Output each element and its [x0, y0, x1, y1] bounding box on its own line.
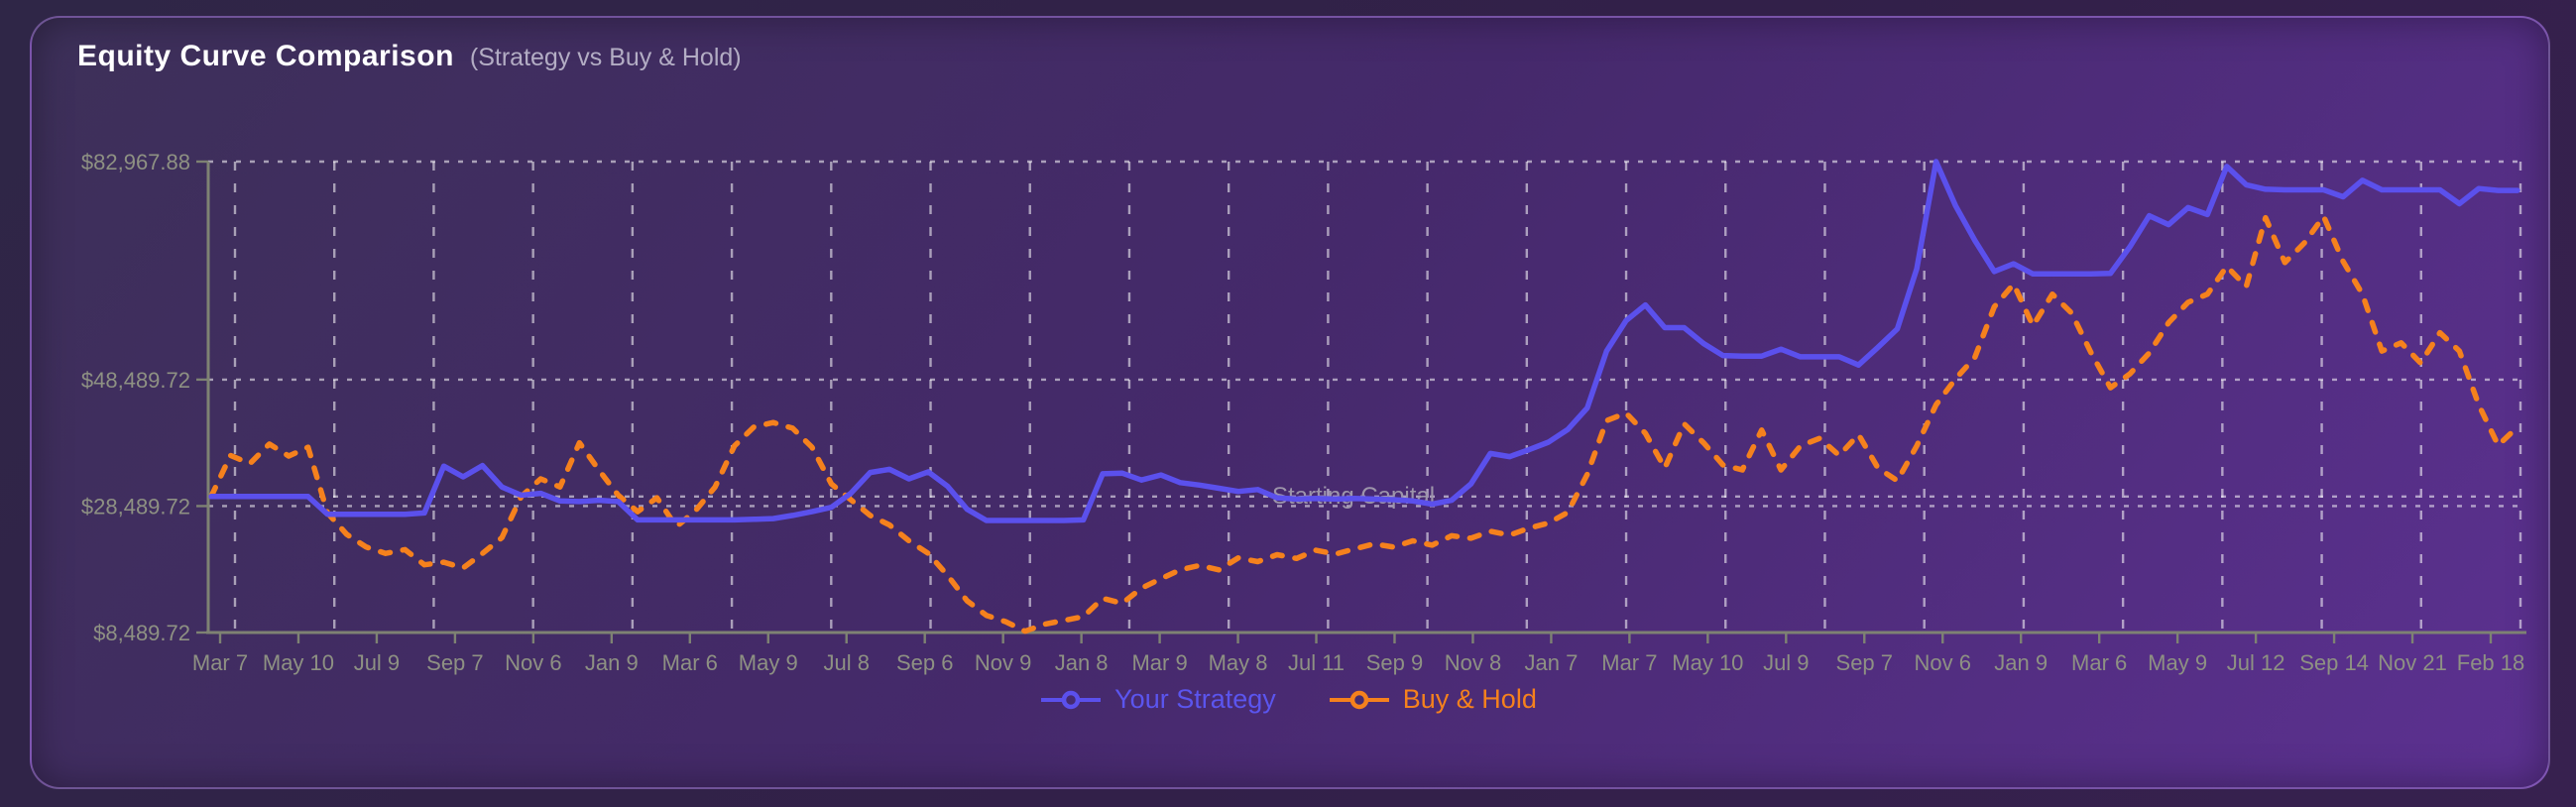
buyhold-legend-marker-icon [1329, 690, 1389, 709]
legend-label-your-strategy: Your Strategy [1114, 684, 1276, 714]
y-axis-label: $8,489.72 [93, 621, 190, 645]
x-axis-label: Nov 6 [1914, 650, 1970, 675]
x-axis-label: May 9 [2148, 650, 2207, 675]
x-axis-label: Mar 6 [662, 650, 718, 675]
y-axis-label: $28,489.72 [81, 494, 190, 519]
legend-item-buy-hold[interactable]: Buy & Hold [1328, 684, 1537, 715]
chart-panel [30, 16, 2550, 789]
x-axis-label: Jul 9 [1763, 650, 1809, 675]
x-axis-label: Mar 6 [2071, 650, 2127, 675]
x-axis-label: Jan 9 [1994, 650, 2048, 675]
x-axis-label: Nov 8 [1445, 650, 1501, 675]
y-axis-label: $82,967.88 [81, 150, 190, 174]
x-axis-label: Mar 7 [1601, 650, 1657, 675]
x-axis-label: May 10 [263, 650, 334, 675]
x-axis-label: Jul 8 [823, 650, 869, 675]
page-subtitle: (Strategy vs Buy & Hold) [469, 44, 742, 71]
x-axis-label: Sep 9 [1366, 650, 1424, 675]
chart-legend: Your Strategy Buy & Hold [0, 684, 2576, 715]
x-axis-label: May 10 [1672, 650, 1743, 675]
x-axis-label: Sep 7 [1836, 650, 1894, 675]
x-axis-label: Sep 14 [2299, 650, 2369, 675]
x-axis-label: Jan 8 [1055, 650, 1109, 675]
legend-item-your-strategy[interactable]: Your Strategy [1039, 684, 1276, 715]
x-axis-label: Feb 18 [2457, 650, 2525, 675]
x-axis-label: Jan 7 [1524, 650, 1578, 675]
y-axis-label: $48,489.72 [81, 368, 190, 393]
page-title: Equity Curve Comparison [77, 40, 454, 72]
chart-header: Equity Curve Comparison (Strategy vs Buy… [77, 40, 742, 73]
x-axis-label: Mar 7 [192, 650, 248, 675]
x-axis-label: May 9 [739, 650, 798, 675]
x-axis-label: Nov 21 [2378, 650, 2447, 675]
x-axis-label: Jan 9 [585, 650, 639, 675]
legend-label-buy-hold: Buy & Hold [1402, 684, 1537, 714]
x-axis-label: Sep 7 [426, 650, 484, 675]
x-axis-label: Nov 9 [975, 650, 1031, 675]
x-axis-label: Nov 6 [505, 650, 561, 675]
x-axis-label: Jul 11 [1288, 650, 1345, 675]
x-axis-label: Mar 9 [1131, 650, 1187, 675]
x-axis-label: Sep 6 [896, 650, 954, 675]
x-axis-label: May 8 [1209, 650, 1268, 675]
x-axis-label: Jul 9 [354, 650, 400, 675]
buyhold-line [208, 213, 2520, 634]
strategy-line [208, 159, 2520, 523]
strategy-legend-marker-icon [1041, 690, 1102, 709]
x-axis-label: Jul 12 [2227, 650, 2285, 675]
